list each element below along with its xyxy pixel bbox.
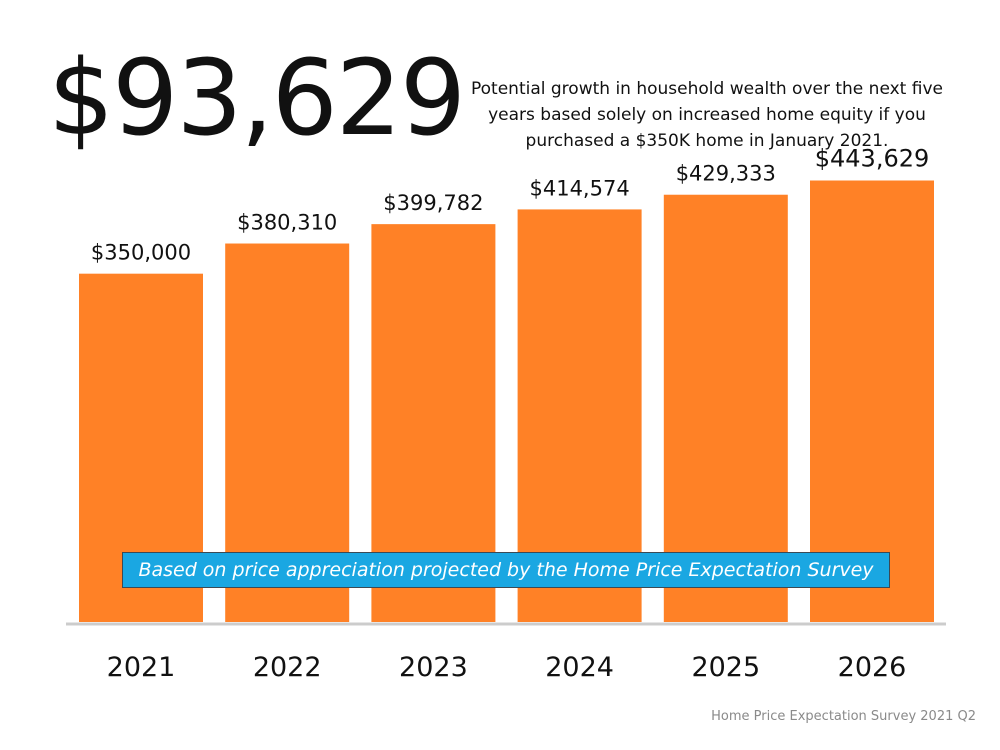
labels-layer: $350,000 2021 $380,310 2022 $399,782 2023 $414… (91, 145, 929, 683)
methodology-note: Based on price appreciation projected by… (122, 552, 890, 588)
x-tick-label-2026: 2026 (838, 652, 907, 683)
bar-2026 (810, 180, 934, 622)
x-tick-label-2023: 2023 (399, 652, 468, 683)
data-label-2023: $399,782 (383, 191, 483, 215)
data-label-2022: $380,310 (237, 211, 337, 235)
x-tick-label-2024: 2024 (545, 652, 614, 683)
source-caption: Home Price Expectation Survey 2021 Q2 (711, 709, 976, 724)
data-label-2021: $350,000 (91, 241, 191, 265)
data-label-2025: $429,333 (676, 162, 776, 186)
headline-value: $93,629 (48, 37, 466, 159)
bar-2025 (663, 194, 788, 623)
x-tick-label-2025: 2025 (691, 652, 760, 683)
data-label-2026: $443,629 (815, 145, 930, 173)
data-label-2024: $414,574 (529, 176, 629, 200)
headline-description: Potential growth in household wealth ove… (471, 79, 943, 151)
x-tick-label-2021: 2021 (107, 652, 176, 683)
x-tick-label-2022: 2022 (253, 652, 322, 683)
